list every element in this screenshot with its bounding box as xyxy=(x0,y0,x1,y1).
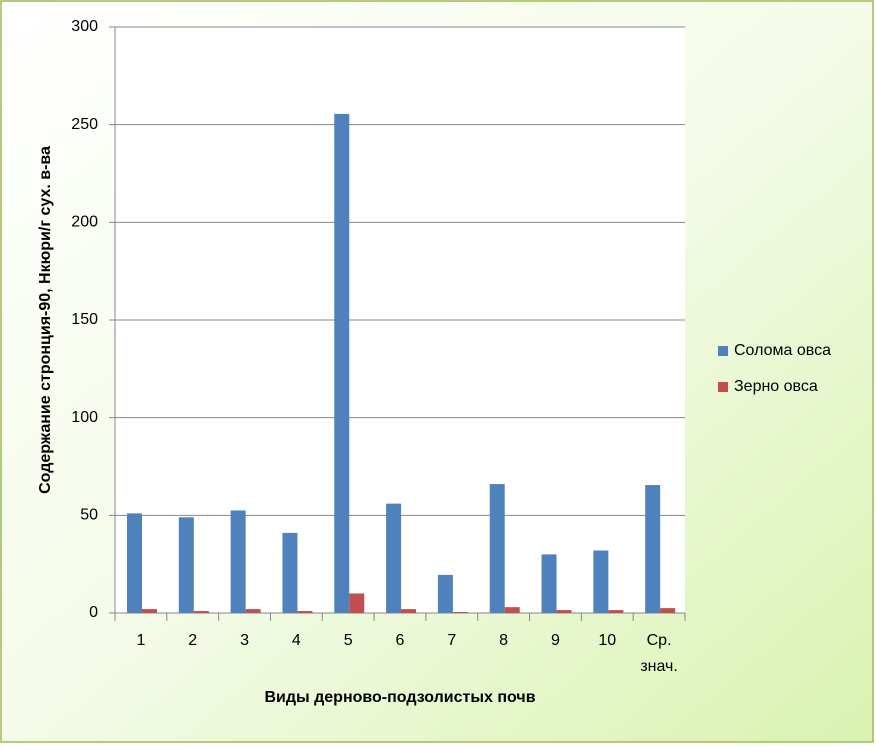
x-axis-title: Виды дерново-подзолистых почв xyxy=(264,689,535,706)
legend-swatch xyxy=(718,382,728,392)
y-tick-label: 200 xyxy=(71,214,98,231)
y-tick-label: 150 xyxy=(71,311,98,328)
bar xyxy=(541,554,557,613)
y-tick-label: 300 xyxy=(71,18,98,35)
bar xyxy=(437,574,453,613)
x-tick-label: 3 xyxy=(240,632,249,649)
bar xyxy=(401,609,417,613)
bar xyxy=(556,610,572,613)
bar xyxy=(645,485,661,613)
bar xyxy=(452,612,468,613)
legend-label: Солома овса xyxy=(734,342,831,359)
x-tick-label: 9 xyxy=(551,632,560,649)
bar xyxy=(230,510,246,613)
legend-swatch xyxy=(718,346,728,356)
bar xyxy=(127,513,142,613)
bar xyxy=(297,611,313,613)
y-tick-label: 50 xyxy=(80,507,98,524)
legend-label: Зерно овса xyxy=(734,378,818,395)
bar xyxy=(334,113,350,613)
y-tick-label: 100 xyxy=(71,409,98,426)
x-tick-label: 2 xyxy=(188,632,197,649)
x-tick-label: Ср. знач. xyxy=(640,632,678,675)
x-tick-label: 4 xyxy=(292,632,301,649)
x-tick-label: 7 xyxy=(447,632,456,649)
x-tick-label: 10 xyxy=(598,632,616,649)
bar xyxy=(142,609,157,613)
bar xyxy=(608,610,624,613)
y-axis-title: Содержание стронция-90, Нкюри/г сух. в-в… xyxy=(37,146,54,494)
bar xyxy=(349,593,365,613)
bar xyxy=(593,550,609,613)
bar xyxy=(282,532,298,613)
y-tick-label: 0 xyxy=(89,604,98,621)
bar xyxy=(178,517,194,613)
x-tick-label: 1 xyxy=(136,632,145,649)
y-tick-label: 250 xyxy=(71,116,98,133)
x-tick-label: 5 xyxy=(344,632,353,649)
x-tick-label: 6 xyxy=(396,632,405,649)
bar xyxy=(386,503,402,613)
bar xyxy=(245,609,261,613)
bar xyxy=(489,484,505,613)
bar xyxy=(504,607,520,613)
bar xyxy=(193,611,209,613)
x-tick-label: 8 xyxy=(499,632,508,649)
bar xyxy=(660,608,676,613)
